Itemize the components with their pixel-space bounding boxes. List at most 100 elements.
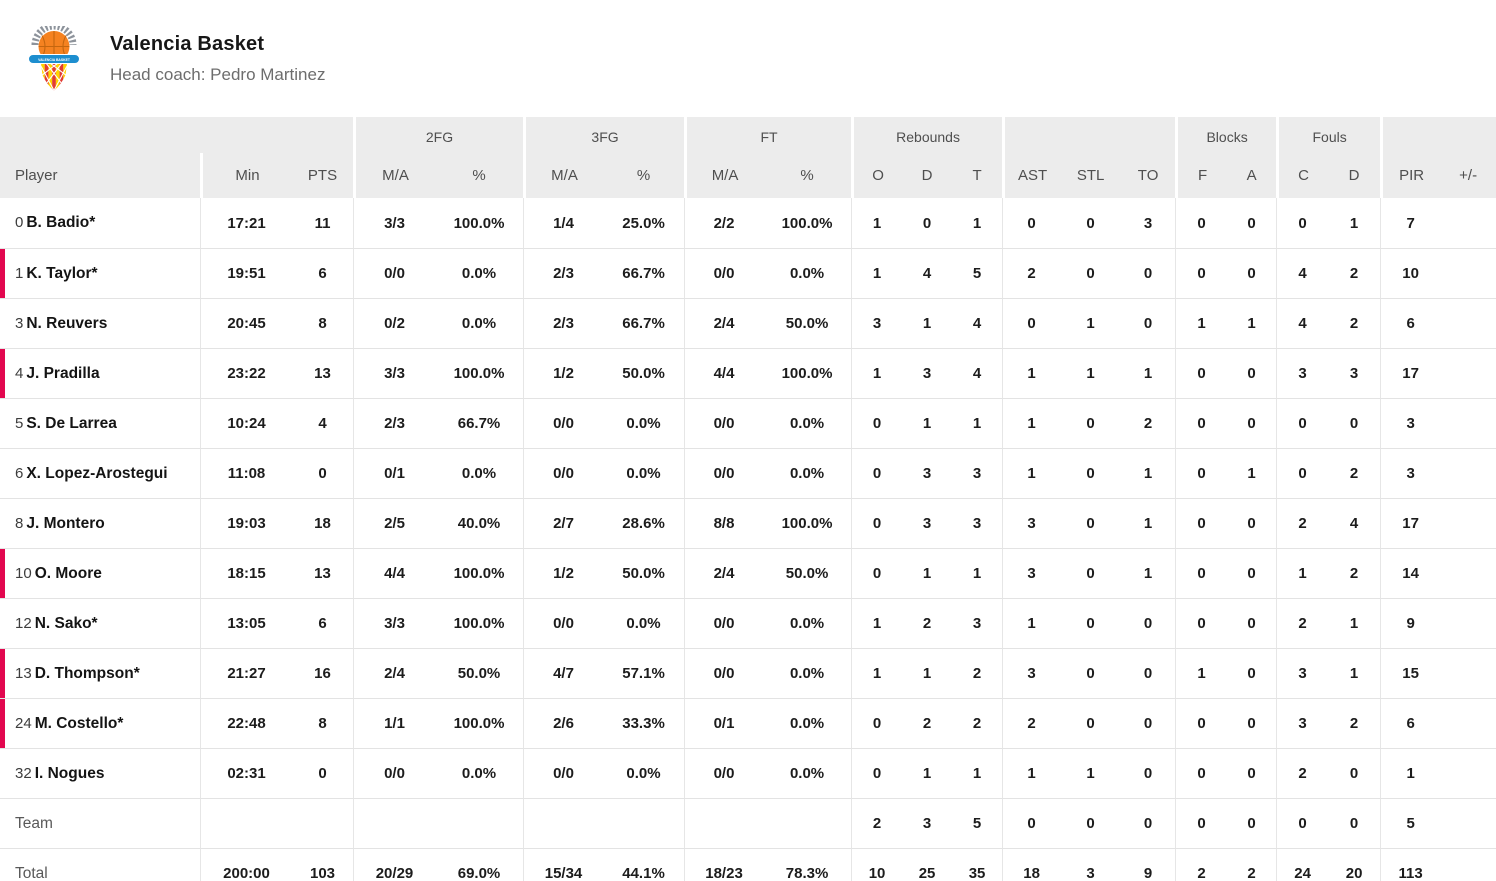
stat-foul-c: 0 — [1276, 198, 1328, 248]
stat-fg3-ma: 0/0 — [523, 748, 604, 798]
stat-fg3-ma: 0/0 — [523, 398, 604, 448]
player-row: 5 S. De Larrea 10:24 4 2/3 66.7% 0/0 0.0% 0/0 0.0… — [0, 398, 1496, 448]
stat-ft-pct: 0.0% — [763, 698, 852, 748]
player-number: 1 — [15, 264, 24, 282]
stat-fg3-pct: 33.3% — [603, 698, 685, 748]
stat-pir: 7 — [1380, 198, 1440, 248]
stat-min: 200:00 — [200, 848, 292, 881]
stat-fg3-ma: 2/6 — [523, 698, 604, 748]
col-blk-f: F — [1175, 153, 1228, 198]
col-player: Player — [0, 153, 200, 198]
stat-pts: 18 — [292, 498, 353, 548]
group-blocks: Blocks — [1175, 117, 1277, 153]
row-label: Total — [15, 864, 48, 881]
col-min: Min — [200, 153, 292, 198]
col-to: TO — [1121, 153, 1176, 198]
stat-ft-ma: 0/0 — [684, 398, 764, 448]
total-row: Total 200:00 103 20/29 69.0% 15/34 44.1% 18/23 7… — [0, 848, 1496, 881]
player-number: 13 — [15, 664, 32, 682]
stat-ft-pct: 100.0% — [763, 348, 852, 398]
stat-pts: 103 — [292, 848, 353, 881]
col-pir: PIR — [1380, 153, 1441, 198]
stat-min: 02:31 — [200, 748, 292, 798]
group-empty-player — [0, 117, 353, 153]
stat-ft-ma: 2/2 — [684, 198, 763, 248]
stat-to: 3 — [1143, 214, 1153, 232]
on-court-indicator — [0, 349, 5, 398]
stat-fg3-ma: 1/2 — [523, 548, 604, 598]
player-row: 3 N. Reuvers 20:45 8 0/2 0.0% 2/3 66.7% 2/4 50.0%… — [0, 298, 1496, 348]
player-name: N. Sako* — [34, 614, 98, 632]
row-label-cell: Team — [0, 798, 200, 848]
stat-reb-d: 1 — [902, 398, 953, 448]
stat-min — [200, 798, 292, 848]
stat-foul-d: 2 — [1328, 248, 1381, 298]
stat-pts: 4 — [292, 398, 353, 448]
stat-blk-f: 0 — [1175, 248, 1228, 298]
stat-pts: 16 — [292, 648, 353, 698]
stat-pts: 8 — [292, 698, 353, 748]
stat-blk-f: 1 — [1175, 648, 1228, 698]
stat-fg2-pct: 100.0% — [435, 348, 524, 398]
stat-to: 0 — [1121, 298, 1176, 348]
stat-pts: 8 — [292, 298, 353, 348]
stat-reb-d: 1 — [902, 648, 953, 698]
box-score-table: 2FG 3FG FT Rebounds Blocks Fouls Player … — [0, 117, 1496, 881]
stat-reb-d: 3 — [902, 498, 953, 548]
stat-blk-a: 0 — [1247, 214, 1256, 232]
on-court-indicator — [0, 699, 5, 748]
stat-reb-d: 4 — [902, 248, 953, 298]
stat-reb-t: 1 — [952, 398, 1003, 448]
on-court-indicator — [0, 649, 5, 698]
stat-fg2-pct: 40.0% — [435, 498, 524, 548]
stat-ft-pct: 0.0% — [763, 448, 852, 498]
stat-reb-d: 25 — [902, 848, 953, 881]
player-cell: 13 D. Thompson* — [0, 648, 200, 698]
stat-pir: 17 — [1380, 498, 1441, 548]
stat-fg3-ma: 15/34 — [523, 848, 604, 881]
player-row: 10 O. Moore 18:15 13 4/4 100.0% 1/2 50.0% 2/4 50.… — [0, 548, 1496, 598]
stat-reb-t: 3 — [952, 598, 1003, 648]
stat-reb-d: 1 — [902, 548, 953, 598]
stat-ast: 3 — [1002, 548, 1061, 598]
player-name: S. De Larrea — [26, 414, 117, 432]
group-header-row: 2FG 3FG FT Rebounds Blocks Fouls — [0, 117, 1496, 153]
stat-fg3-pct — [603, 798, 685, 848]
stat-foul-c: 0 — [1276, 398, 1329, 448]
stat-fg3-pct: 0.0% — [603, 398, 685, 448]
stat-pts: 0 — [292, 448, 353, 498]
stat-fg2-pct: 100.0% — [435, 598, 524, 648]
stat-pm — [1440, 348, 1496, 398]
group-empty-defense — [1002, 117, 1176, 153]
stat-ast: 1 — [1002, 348, 1061, 398]
stat-ast: 1 — [1002, 748, 1061, 798]
stat-reb-t: 4 — [952, 298, 1003, 348]
stat-foul-d: 2 — [1328, 548, 1381, 598]
stat-pm — [1440, 698, 1496, 748]
stat-ft-pct: 0.0% — [763, 648, 852, 698]
stat-fg2-ma: 20/29 — [353, 848, 435, 881]
stat-pir: 113 — [1380, 848, 1441, 881]
stat-blk-f: 2 — [1175, 848, 1228, 881]
col-3fg-ma: M/A — [523, 153, 604, 198]
team-name: Valencia Basket — [110, 32, 265, 55]
stat-pir: 15 — [1380, 648, 1441, 698]
group-fouls: Fouls — [1276, 117, 1381, 153]
stat-blk-a: 2 — [1227, 848, 1277, 881]
player-number: 5 — [15, 414, 24, 432]
group-ft: FT — [684, 117, 852, 153]
stat-fg3-ma: 2/3 — [523, 298, 604, 348]
stat-blk-f: 0 — [1175, 798, 1228, 848]
group-2fg: 2FG — [353, 117, 524, 153]
on-court-indicator — [0, 249, 5, 298]
stat-ast: 2 — [1002, 698, 1061, 748]
stat-reb-t: 2 — [952, 648, 1003, 698]
group-empty-pir — [1380, 117, 1496, 153]
player-name: M. Costello* — [34, 714, 124, 732]
stat-stl: 0 — [1060, 548, 1122, 598]
stat-reb-o: 0 — [851, 398, 903, 448]
stat-reb-o: 3 — [851, 298, 903, 348]
stat-ft-pct: 0.0% — [763, 248, 852, 298]
stat-ast: 1 — [1002, 448, 1061, 498]
stat-fg2-ma: 3/3 — [353, 348, 435, 398]
